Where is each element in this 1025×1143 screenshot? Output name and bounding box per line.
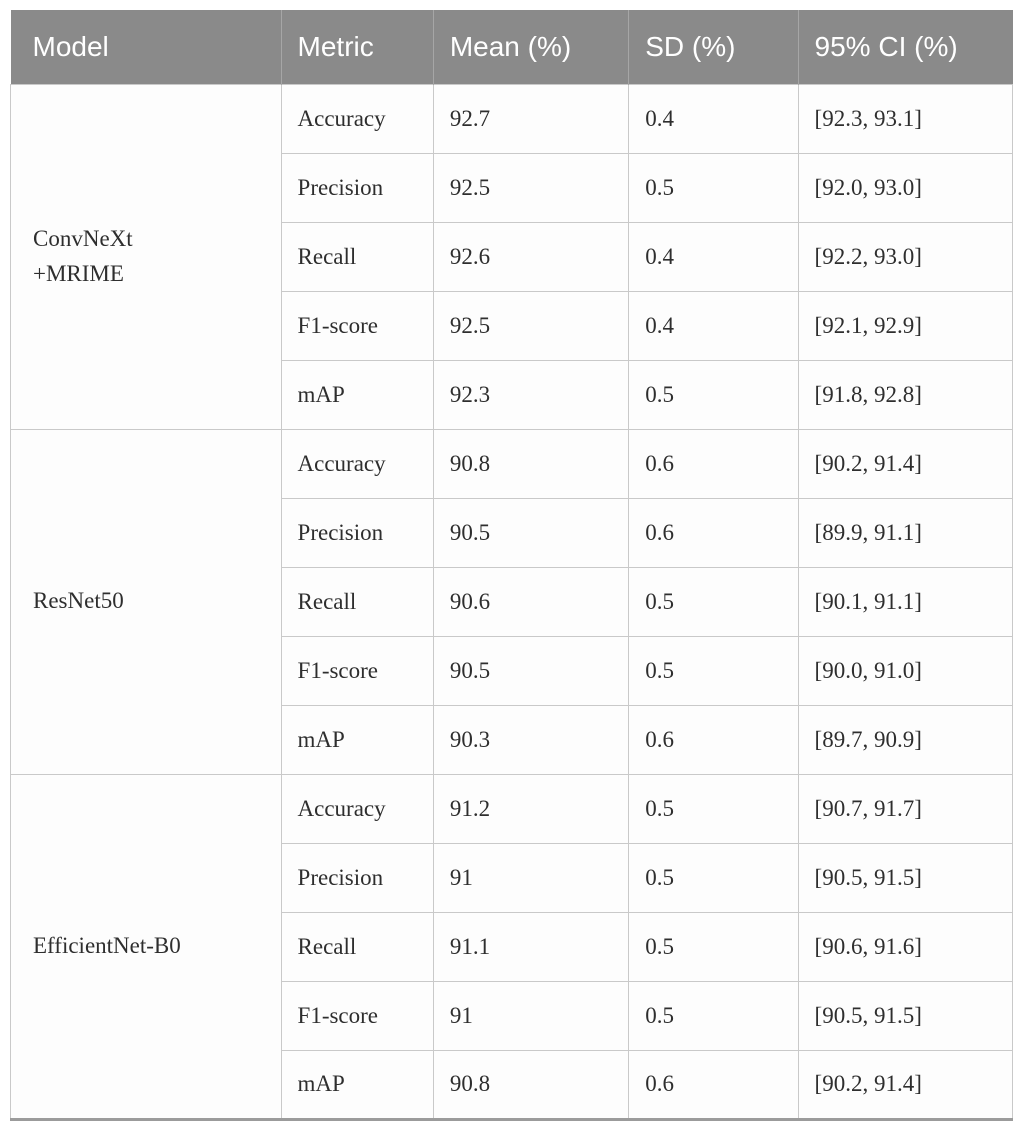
table-row: F1-score 91 0.5 [90.5, 91.5] [11, 980, 1014, 1051]
table-row: Recall 92.6 0.4 [92.2, 93.0] [11, 221, 1014, 292]
model-metrics-table: Model Metric Mean (%) SD (%) 95% CI (%) … [10, 10, 1014, 1121]
mean-cell: 91.2 [432, 773, 630, 844]
ci-cell: [92.0, 93.0] [797, 152, 1014, 223]
model-cell-convnext-mrime: ConvNeXt +MRIME [10, 83, 282, 430]
sd-cell: 0.6 [628, 497, 799, 568]
mean-cell: 90.8 [432, 428, 630, 499]
mean-cell: 92.7 [432, 83, 630, 154]
col-header-mean: Mean (%) [433, 10, 630, 84]
table-row: EfficientNet-B0 Accuracy 91.2 0.5 [90.7,… [10, 773, 1014, 1120]
model-name-line: ConvNeXt [33, 226, 133, 251]
metric-cell: F1-score [280, 980, 434, 1051]
metric-cell: mAP [280, 359, 434, 430]
model-name-line: ResNet50 [33, 588, 124, 614]
sd-cell: 0.4 [628, 83, 799, 154]
metric-cell: Precision [280, 497, 434, 568]
sd-cell: 0.6 [628, 1049, 799, 1120]
metric-cell: Accuracy [280, 773, 434, 844]
mean-cell: 91 [432, 980, 630, 1051]
metric-cell: F1-score [280, 635, 434, 706]
col-header-sd: SD (%) [628, 10, 799, 84]
metric-cell: F1-score [280, 290, 434, 361]
mean-cell: 92.5 [432, 290, 630, 361]
ci-cell: [90.7, 91.7] [797, 773, 1014, 844]
table-row: Precision 91 0.5 [90.5, 91.5] [11, 842, 1014, 913]
sd-cell: 0.6 [628, 704, 799, 775]
table-row: ConvNeXt +MRIME Accuracy 92.7 0.4 [92.3,… [10, 83, 1014, 430]
table-row: Precision 92.5 0.5 [92.0, 93.0] [11, 152, 1014, 223]
mean-cell: 90.3 [432, 704, 630, 775]
ci-cell: [90.2, 91.4] [797, 1049, 1014, 1120]
table-row: F1-score 90.5 0.5 [90.0, 91.0] [11, 635, 1014, 706]
sd-cell: 0.5 [628, 152, 799, 223]
ci-cell: [90.1, 91.1] [797, 566, 1014, 637]
ci-cell: [90.5, 91.5] [797, 842, 1014, 913]
metric-cell: mAP [280, 1049, 434, 1120]
ci-cell: [91.8, 92.8] [797, 359, 1014, 430]
table-row: mAP 90.3 0.6 [89.7, 90.9] [11, 704, 1014, 775]
table-row: Recall 90.6 0.5 [90.1, 91.1] [11, 566, 1014, 637]
ci-cell: [92.1, 92.9] [797, 290, 1014, 361]
table-row: Precision 90.5 0.6 [89.9, 91.1] [11, 497, 1014, 568]
mean-cell: 92.6 [432, 221, 630, 292]
table-row: F1-score 92.5 0.4 [92.1, 92.9] [11, 290, 1014, 361]
metric-cell: Precision [280, 842, 434, 913]
model-name-line: +MRIME [33, 260, 124, 286]
sd-cell: 0.5 [628, 566, 799, 637]
ci-cell: [92.3, 93.1] [797, 83, 1014, 154]
sd-cell: 0.5 [628, 842, 799, 913]
model-name-line: EfficientNet-B0 [33, 932, 181, 958]
col-header-model: Model [10, 10, 282, 84]
table-row: Recall 91.1 0.5 [90.6, 91.6] [11, 911, 1014, 982]
sd-cell: 0.6 [628, 428, 799, 499]
sd-cell: 0.5 [628, 911, 799, 982]
sd-cell: 0.4 [628, 221, 799, 292]
ci-cell: [90.0, 91.0] [797, 635, 1014, 706]
table-header: Model Metric Mean (%) SD (%) 95% CI (%) [10, 10, 1013, 84]
ci-cell: [89.7, 90.9] [797, 704, 1014, 775]
mean-cell: 91 [432, 842, 630, 913]
col-header-ci: 95% CI (%) [798, 10, 1013, 84]
table-body: ConvNeXt +MRIME Accuracy 92.7 0.4 [92.3,… [10, 83, 1014, 1120]
metric-cell: Recall [280, 221, 434, 292]
metric-cell: Precision [280, 152, 434, 223]
mean-cell: 91.1 [432, 911, 630, 982]
table-row: mAP 90.8 0.6 [90.2, 91.4] [11, 1049, 1014, 1120]
metric-cell: Accuracy [280, 428, 434, 499]
sd-cell: 0.5 [628, 359, 799, 430]
header-row: Model Metric Mean (%) SD (%) 95% CI (%) [10, 10, 1013, 84]
metric-cell: mAP [280, 704, 434, 775]
sd-cell: 0.5 [628, 635, 799, 706]
model-cell-resnet50: ResNet50 [10, 428, 282, 775]
ci-cell: [89.9, 91.1] [797, 497, 1014, 568]
ci-cell: [92.2, 93.0] [797, 221, 1014, 292]
ci-cell: [90.2, 91.4] [797, 428, 1014, 499]
ci-cell: [90.5, 91.5] [797, 980, 1014, 1051]
mean-cell: 90.5 [432, 497, 630, 568]
sd-cell: 0.5 [628, 773, 799, 844]
metric-cell: Recall [280, 911, 434, 982]
sd-cell: 0.4 [628, 290, 799, 361]
mean-cell: 90.8 [432, 1049, 630, 1120]
model-cell-efficientnet-b0: EfficientNet-B0 [10, 773, 282, 1120]
metric-cell: Recall [280, 566, 434, 637]
mean-cell: 92.5 [432, 152, 630, 223]
mean-cell: 92.3 [432, 359, 630, 430]
sd-cell: 0.5 [628, 980, 799, 1051]
mean-cell: 90.6 [432, 566, 630, 637]
mean-cell: 90.5 [432, 635, 630, 706]
ci-cell: [90.6, 91.6] [797, 911, 1014, 982]
metric-cell: Accuracy [280, 83, 434, 154]
table-row: ResNet50 Accuracy 90.8 0.6 [90.2, 91.4] [10, 428, 1014, 775]
col-header-metric: Metric [281, 10, 434, 84]
page: Model Metric Mean (%) SD (%) 95% CI (%) … [0, 10, 1025, 1143]
